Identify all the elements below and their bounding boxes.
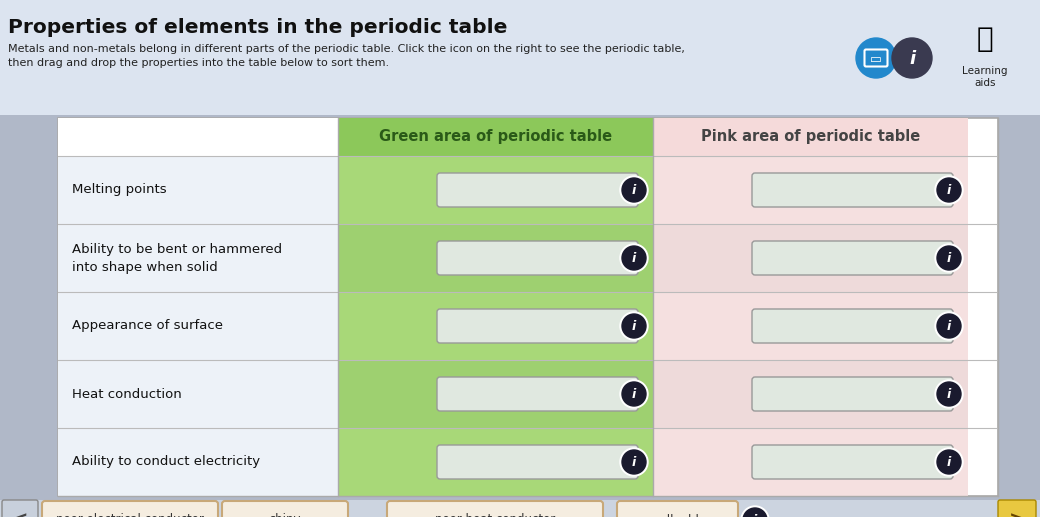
Text: poor heat conductor: poor heat conductor xyxy=(435,513,555,517)
FancyBboxPatch shape xyxy=(752,309,953,343)
FancyBboxPatch shape xyxy=(58,292,338,360)
Circle shape xyxy=(935,312,963,340)
Text: i: i xyxy=(946,252,952,265)
Text: i: i xyxy=(946,388,952,401)
FancyBboxPatch shape xyxy=(617,501,738,517)
Text: i: i xyxy=(632,388,636,401)
FancyBboxPatch shape xyxy=(58,118,998,496)
Circle shape xyxy=(937,450,961,474)
FancyBboxPatch shape xyxy=(653,224,968,292)
Circle shape xyxy=(937,178,961,202)
FancyBboxPatch shape xyxy=(437,241,638,275)
FancyBboxPatch shape xyxy=(0,0,1040,115)
FancyBboxPatch shape xyxy=(222,501,348,517)
Text: Learning: Learning xyxy=(962,66,1008,76)
FancyBboxPatch shape xyxy=(653,360,968,428)
Text: Appearance of surface: Appearance of surface xyxy=(72,320,223,332)
Text: Green area of periodic table: Green area of periodic table xyxy=(379,129,613,144)
FancyBboxPatch shape xyxy=(864,50,887,67)
FancyBboxPatch shape xyxy=(338,360,653,428)
FancyBboxPatch shape xyxy=(338,224,653,292)
Circle shape xyxy=(856,38,896,78)
Text: i: i xyxy=(632,252,636,265)
FancyBboxPatch shape xyxy=(653,118,968,156)
Circle shape xyxy=(937,382,961,406)
Circle shape xyxy=(740,506,769,517)
FancyBboxPatch shape xyxy=(0,500,1040,517)
Circle shape xyxy=(935,448,963,476)
Circle shape xyxy=(622,382,646,406)
FancyBboxPatch shape xyxy=(752,445,953,479)
Text: i: i xyxy=(753,514,757,517)
Text: Melting points: Melting points xyxy=(72,184,166,196)
Circle shape xyxy=(622,178,646,202)
Circle shape xyxy=(620,244,648,272)
Circle shape xyxy=(620,312,648,340)
Circle shape xyxy=(620,380,648,408)
Text: aids: aids xyxy=(974,78,995,88)
Text: Ability to be bent or hammered
into shape when solid: Ability to be bent or hammered into shap… xyxy=(72,242,282,273)
Text: ▭: ▭ xyxy=(870,53,882,66)
Text: >: > xyxy=(1009,510,1025,517)
FancyBboxPatch shape xyxy=(338,118,653,156)
FancyBboxPatch shape xyxy=(338,428,653,496)
FancyBboxPatch shape xyxy=(387,501,603,517)
Circle shape xyxy=(937,246,961,270)
Text: i: i xyxy=(632,456,636,469)
Circle shape xyxy=(620,448,648,476)
FancyBboxPatch shape xyxy=(653,428,968,496)
Text: Heat conduction: Heat conduction xyxy=(72,388,182,401)
FancyBboxPatch shape xyxy=(2,500,38,517)
FancyBboxPatch shape xyxy=(653,292,968,360)
Text: i: i xyxy=(632,184,636,197)
FancyBboxPatch shape xyxy=(338,156,653,224)
Text: i: i xyxy=(946,184,952,197)
Text: i: i xyxy=(909,50,915,68)
FancyBboxPatch shape xyxy=(58,428,338,496)
Text: poor electrical conductor: poor electrical conductor xyxy=(56,513,204,517)
Circle shape xyxy=(622,450,646,474)
FancyBboxPatch shape xyxy=(338,292,653,360)
FancyBboxPatch shape xyxy=(42,501,218,517)
FancyBboxPatch shape xyxy=(752,377,953,411)
Circle shape xyxy=(622,314,646,338)
Text: malleable: malleable xyxy=(648,513,706,517)
Text: i: i xyxy=(946,320,952,333)
Text: then drag and drop the properties into the table below to sort them.: then drag and drop the properties into t… xyxy=(8,58,389,68)
Text: Properties of elements in the periodic table: Properties of elements in the periodic t… xyxy=(8,18,508,37)
FancyBboxPatch shape xyxy=(437,445,638,479)
FancyBboxPatch shape xyxy=(58,360,338,428)
Text: <: < xyxy=(11,510,28,517)
Circle shape xyxy=(743,508,768,517)
FancyBboxPatch shape xyxy=(58,224,338,292)
FancyBboxPatch shape xyxy=(437,309,638,343)
Circle shape xyxy=(892,38,932,78)
FancyBboxPatch shape xyxy=(752,173,953,207)
Text: Pink area of periodic table: Pink area of periodic table xyxy=(701,129,920,144)
FancyBboxPatch shape xyxy=(653,156,968,224)
Text: Metals and non-metals belong in different parts of the periodic table. Click the: Metals and non-metals belong in differen… xyxy=(8,44,685,54)
FancyBboxPatch shape xyxy=(58,156,338,224)
Text: i: i xyxy=(946,456,952,469)
Circle shape xyxy=(935,176,963,204)
Circle shape xyxy=(935,380,963,408)
Text: i: i xyxy=(632,320,636,333)
Text: 💡: 💡 xyxy=(977,25,993,53)
FancyBboxPatch shape xyxy=(437,173,638,207)
FancyBboxPatch shape xyxy=(752,241,953,275)
Circle shape xyxy=(937,314,961,338)
FancyBboxPatch shape xyxy=(437,377,638,411)
Circle shape xyxy=(622,246,646,270)
Circle shape xyxy=(935,244,963,272)
Text: shiny: shiny xyxy=(269,513,301,517)
Circle shape xyxy=(620,176,648,204)
FancyBboxPatch shape xyxy=(998,500,1036,517)
FancyBboxPatch shape xyxy=(58,118,338,156)
Text: Ability to conduct electricity: Ability to conduct electricity xyxy=(72,455,260,468)
